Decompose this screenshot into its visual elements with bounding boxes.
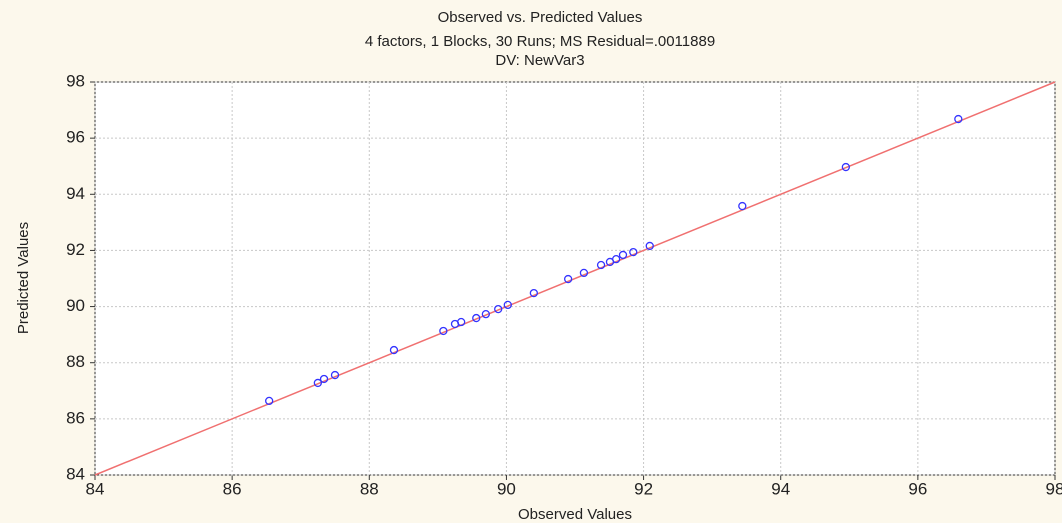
data-point: [313, 378, 323, 388]
x-tick-label: 98: [1046, 479, 1062, 498]
data-point: [618, 250, 628, 260]
y-tick-label: 94: [66, 184, 85, 203]
data-point: [439, 326, 448, 336]
y-axis-label: Predicted Values: [15, 222, 32, 334]
x-tick-label: 96: [908, 479, 927, 498]
chart-title: Observed vs. Predicted Values: [438, 9, 643, 26]
data-point: [579, 268, 589, 278]
data-point: [319, 374, 329, 384]
x-tick-label: 90: [497, 479, 516, 498]
y-tick-label: 84: [66, 464, 85, 483]
x-tick-label: 84: [86, 479, 105, 498]
x-tick-label: 94: [771, 479, 790, 498]
x-tick-label: 88: [360, 479, 379, 498]
data-point: [503, 300, 512, 310]
data-point: [563, 274, 573, 284]
data-point: [529, 288, 539, 298]
data-point: [611, 254, 621, 264]
data-point: [265, 396, 274, 406]
chart-subtitle: 4 factors, 1 Blocks, 30 Runs; MS Residua…: [365, 33, 715, 50]
y-tick-label: 88: [66, 352, 85, 371]
y-tick-label: 90: [66, 296, 85, 315]
y-tick-label: 92: [66, 240, 85, 259]
data-point: [494, 304, 503, 314]
reference-line: [94, 81, 1056, 476]
data-point: [481, 310, 491, 319]
y-tick-label: 86: [66, 408, 85, 427]
y-tick-label: 98: [66, 71, 85, 90]
data-point: [738, 201, 747, 211]
x-tick-label: 92: [634, 479, 653, 498]
chart-subtitle: DV: NewVar3: [495, 52, 584, 69]
data-point: [841, 162, 851, 172]
y-tick-label: 96: [66, 128, 85, 147]
x-tick-label: 86: [223, 479, 242, 498]
data-point: [330, 370, 340, 380]
x-axis-label: Observed Values: [518, 506, 632, 523]
data-point: [389, 345, 399, 355]
data-point: [472, 313, 481, 323]
data-point: [596, 260, 606, 270]
data-point: [954, 114, 963, 124]
data-point: [457, 317, 466, 327]
data-point: [629, 247, 638, 257]
data-point: [645, 241, 654, 251]
